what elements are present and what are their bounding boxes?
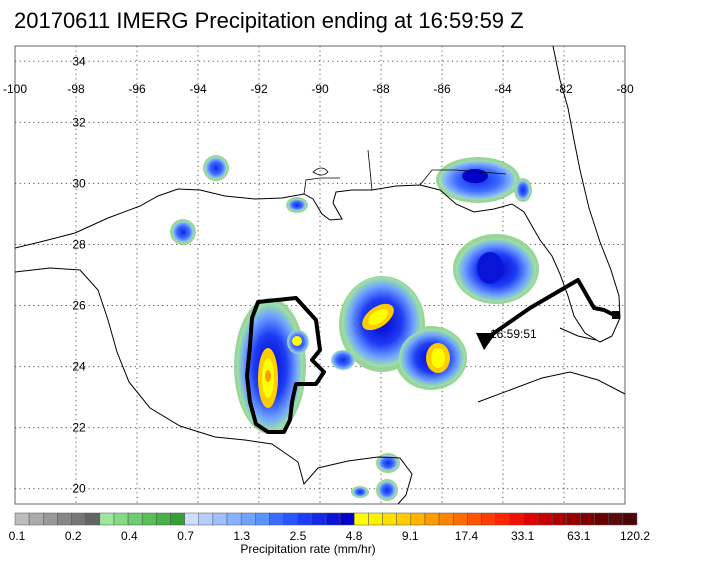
map-gridlines <box>15 46 625 504</box>
colorbar-swatch <box>156 512 171 526</box>
longitude-tick-label: -94 <box>189 82 207 96</box>
longitude-tick-label: -100 <box>3 82 27 96</box>
colorbar-label: 33.1 <box>511 529 535 543</box>
track-time-label: 16:59:51 <box>490 327 537 341</box>
longitude-tick-label: -92 <box>250 82 268 96</box>
colorbar-label: 0.1 <box>9 529 26 543</box>
longitude-tick-label: -88 <box>372 82 390 96</box>
gulf-coastline <box>15 46 621 343</box>
colorbar <box>14 512 638 526</box>
storm-contour <box>245 296 326 434</box>
colorbar-swatch <box>226 512 242 526</box>
colorbar-title: Precipitation rate (mm/hr) <box>240 542 375 556</box>
latitude-tick-labels: 20 22 24 26 28 30 32 34 <box>72 54 86 495</box>
latitude-tick-label: 26 <box>72 299 86 313</box>
colorbar-label: 17.4 <box>455 529 479 543</box>
colorbar-swatch <box>184 512 200 526</box>
colorbar-swatch <box>14 512 30 526</box>
colorbar-swatch <box>580 512 595 526</box>
map-title: 20170611 IMERG Precipitation ending at 1… <box>14 8 524 33</box>
colorbar-label: 0.2 <box>65 529 82 543</box>
state-border <box>303 149 507 195</box>
colorbar-swatch <box>85 512 101 526</box>
colorbar-swatch <box>170 512 185 526</box>
island-outline <box>312 167 329 176</box>
colorbar-swatch <box>339 512 355 526</box>
latitude-tick-label: 30 <box>72 176 86 190</box>
colorbar-swatch <box>438 512 454 526</box>
colorbar-swatch <box>311 512 327 526</box>
colorbar-swatch <box>537 512 553 526</box>
track-start-marker <box>612 311 620 319</box>
mexico-coastline <box>15 267 413 504</box>
colorbar-swatch <box>269 512 284 526</box>
track-end-arrow <box>476 333 496 350</box>
colorbar-swatch <box>71 512 86 526</box>
colorbar-swatch <box>297 512 313 526</box>
colorbar-swatch <box>566 512 581 526</box>
colorbar-swatch <box>43 512 58 526</box>
colorbar-swatch <box>495 512 511 526</box>
longitude-tick-label: -86 <box>433 82 451 96</box>
colorbar-label: 9.1 <box>402 529 419 543</box>
florida-keys <box>559 327 597 341</box>
longitude-tick-label: -96 <box>128 82 146 96</box>
longitude-tick-label: -80 <box>616 82 634 96</box>
latitude-tick-label: 24 <box>72 360 86 374</box>
latitude-tick-label: 32 <box>72 115 86 129</box>
latitude-tick-label: 22 <box>72 421 86 435</box>
colorbar-swatch <box>28 512 44 526</box>
colorbar-swatch <box>141 512 157 526</box>
colorbar-label: 0.4 <box>121 529 138 543</box>
longitude-tick-labels: -100 -98 -96 -94 -92 -90 -88 -86 -84 -82 -80 <box>3 82 634 96</box>
longitude-tick-label: -82 <box>555 82 573 96</box>
latitude-tick-label: 20 <box>72 482 86 496</box>
longitude-tick-label: -84 <box>494 82 512 96</box>
satellite-track <box>482 278 618 342</box>
colorbar-swatch <box>127 512 143 526</box>
colorbar-swatch <box>212 512 228 526</box>
cuba-coastline <box>477 371 625 403</box>
colorbar-swatch <box>368 512 383 526</box>
colorbar-swatch <box>481 512 496 526</box>
longitude-tick-label: -98 <box>67 82 85 96</box>
colorbar-swatch <box>551 512 567 526</box>
colorbar-label: 120.2 <box>620 529 650 543</box>
colorbar-label: 1.3 <box>233 529 250 543</box>
colorbar-swatch <box>57 512 72 526</box>
colorbar-swatch <box>198 512 214 526</box>
colorbar-swatch <box>283 512 298 526</box>
colorbar-swatch <box>113 512 129 526</box>
colorbar-swatch <box>424 512 440 526</box>
colorbar-swatch <box>608 512 624 526</box>
colorbar-swatch <box>382 512 397 526</box>
precip-heavy-cores <box>258 169 503 408</box>
colorbar-swatch <box>594 512 609 526</box>
colorbar-label: 0.7 <box>177 529 194 543</box>
colorbar-swatch <box>99 512 115 526</box>
colorbar-swatch <box>509 512 525 526</box>
colorbar-label: 4.8 <box>346 529 363 543</box>
colorbar-swatch <box>622 512 638 526</box>
colorbar-swatch <box>240 512 256 526</box>
colorbar-swatch <box>255 512 270 526</box>
longitude-tick-label: -90 <box>311 82 329 96</box>
colorbar-labels: 0.1 0.2 0.4 0.7 1.3 2.5 4.8 9.1 17.4 33.1 63.1 120.… <box>9 529 651 543</box>
colorbar-swatch <box>467 512 482 526</box>
colorbar-swatch <box>354 512 369 526</box>
colorbar-swatch <box>452 512 468 526</box>
colorbar-swatch <box>396 512 412 526</box>
colorbar-swatch <box>523 512 539 526</box>
colorbar-label: 63.1 <box>567 529 591 543</box>
colorbar-swatch <box>325 512 341 526</box>
colorbar-swatch <box>410 512 426 526</box>
latitude-tick-label: 28 <box>72 237 86 251</box>
latitude-tick-label: 34 <box>72 54 86 68</box>
colorbar-label: 2.5 <box>290 529 307 543</box>
